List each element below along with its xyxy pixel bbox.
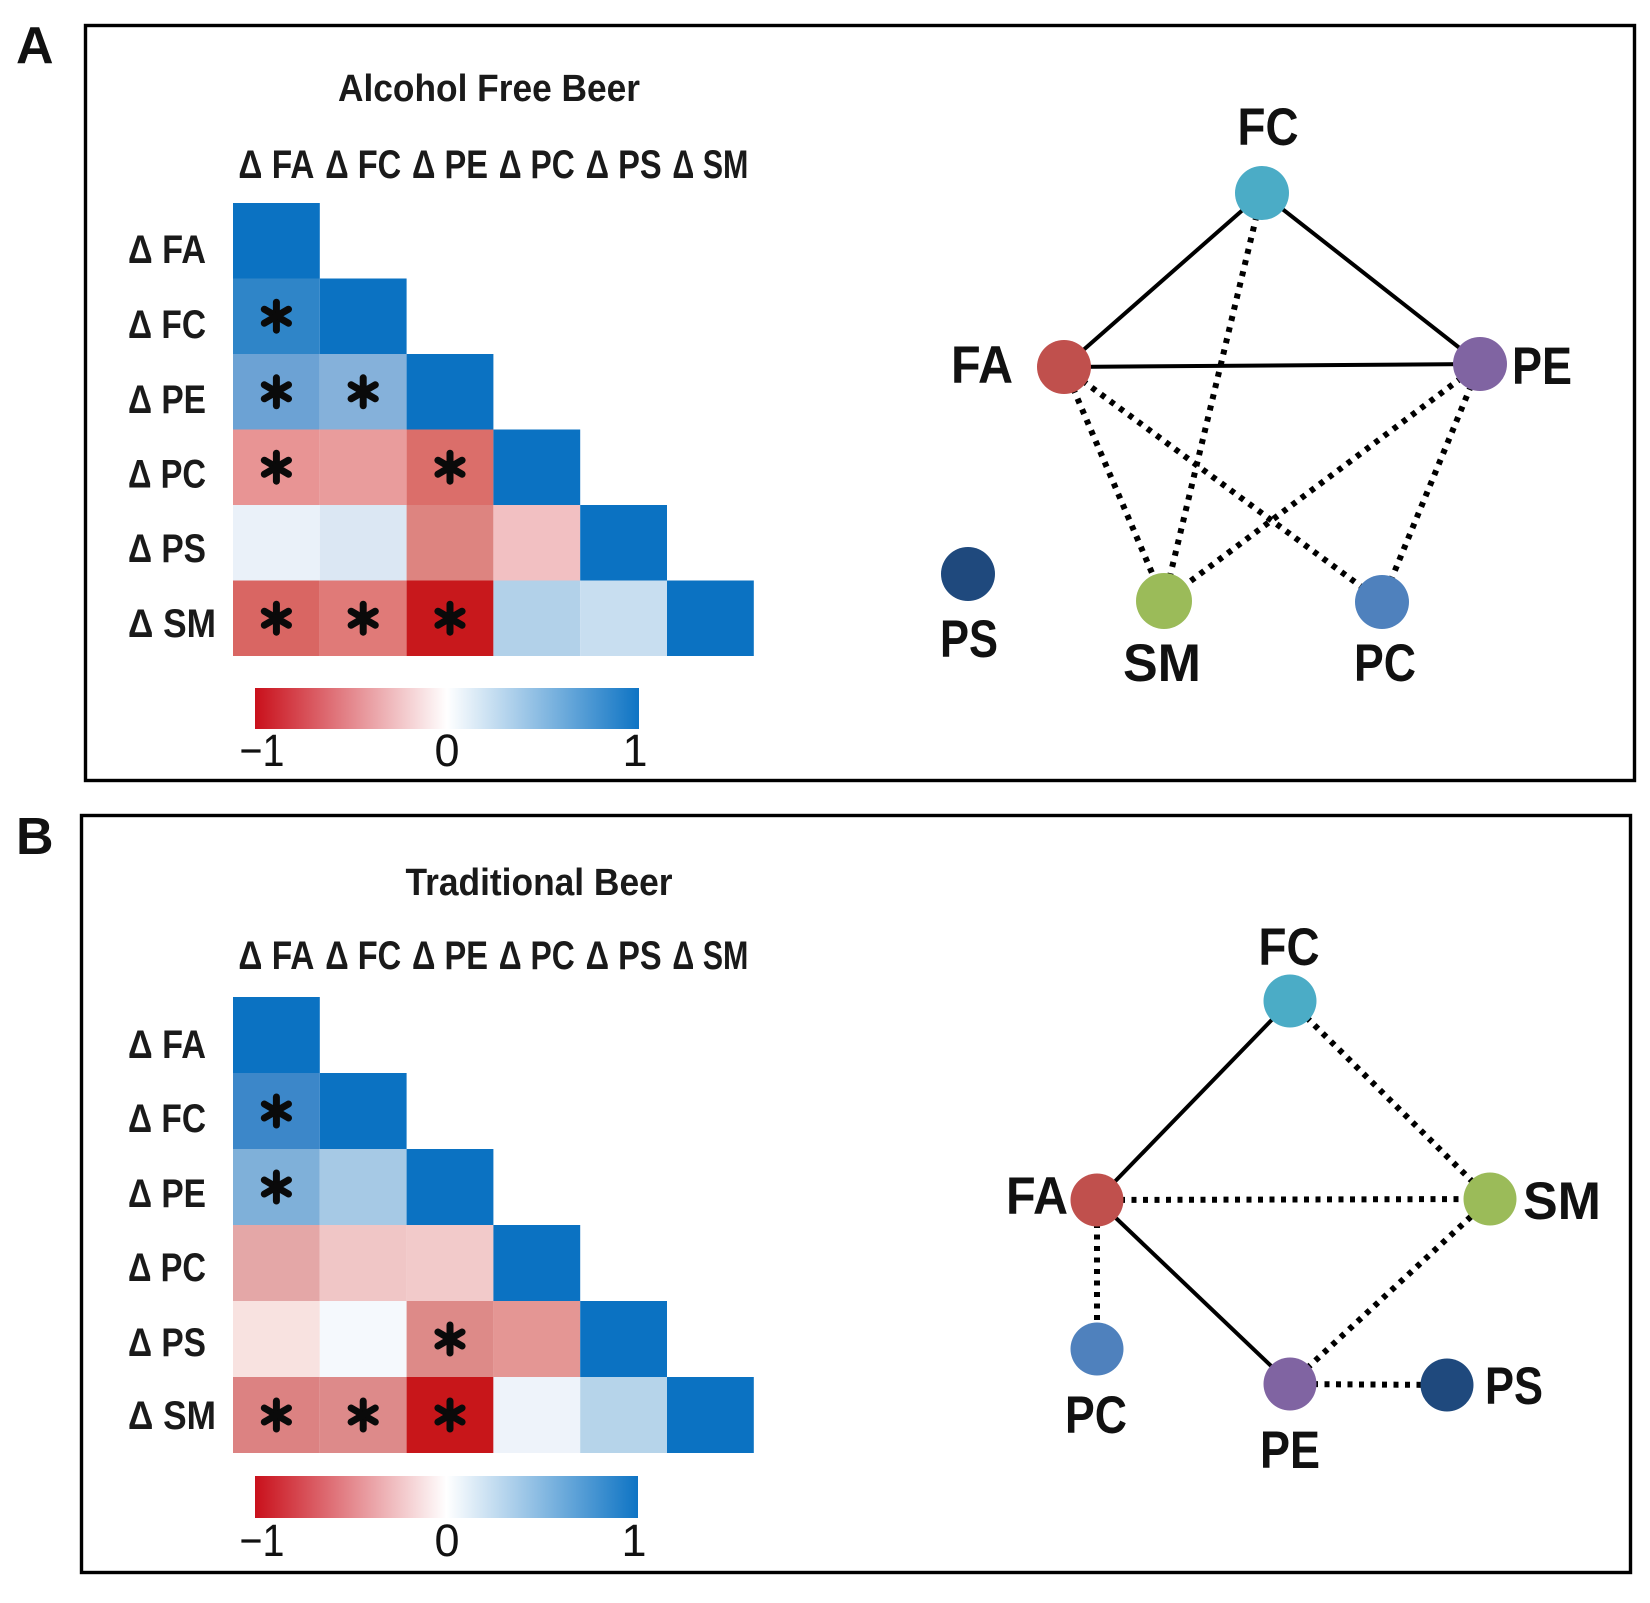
svg-text:Alcohol Free Beer: Alcohol Free Beer	[338, 68, 640, 110]
svg-text:Δ FC: Δ FC	[325, 143, 401, 187]
svg-text:PS: PS	[1485, 1357, 1543, 1416]
svg-text:0: 0	[434, 725, 459, 776]
svg-text:Δ SM: Δ SM	[128, 1394, 216, 1438]
svg-text:Δ SM: Δ SM	[128, 602, 216, 646]
svg-text:Δ PS: Δ PS	[586, 934, 662, 978]
svg-text:1: 1	[622, 725, 647, 776]
svg-text:FC: FC	[1259, 918, 1320, 977]
svg-text:PE: PE	[1512, 337, 1572, 396]
svg-text:Traditional Beer: Traditional Beer	[406, 862, 673, 904]
svg-text:Δ FA: Δ FA	[128, 1023, 206, 1067]
svg-text:B: B	[16, 808, 54, 866]
svg-text:Δ FC: Δ FC	[128, 303, 206, 347]
svg-text:−1: −1	[240, 1515, 285, 1566]
svg-text:FA: FA	[951, 336, 1013, 395]
svg-text:Δ FC: Δ FC	[128, 1097, 206, 1141]
svg-text:Δ FA: Δ FA	[128, 228, 206, 272]
svg-text:Δ PE: Δ PE	[412, 143, 488, 187]
svg-text:Δ PS: Δ PS	[128, 1321, 206, 1365]
svg-text:PC: PC	[1354, 634, 1416, 693]
svg-text:Δ PC: Δ PC	[499, 143, 575, 187]
svg-text:Δ PS: Δ PS	[586, 143, 662, 187]
svg-text:FC: FC	[1238, 98, 1299, 157]
svg-text:Δ PC: Δ PC	[499, 934, 575, 978]
svg-text:Δ PS: Δ PS	[128, 527, 206, 571]
svg-text:PS: PS	[940, 610, 998, 669]
svg-text:Δ FA: Δ FA	[238, 934, 314, 978]
svg-text:Δ PC: Δ PC	[128, 453, 206, 497]
svg-text:Δ PE: Δ PE	[128, 378, 206, 422]
svg-text:Δ PC: Δ PC	[128, 1246, 206, 1290]
svg-text:1: 1	[621, 1515, 646, 1566]
svg-text:PC: PC	[1065, 1386, 1127, 1445]
svg-text:SM: SM	[1523, 1172, 1601, 1231]
svg-text:Δ SM: Δ SM	[672, 934, 748, 978]
svg-text:Δ FC: Δ FC	[325, 934, 401, 978]
svg-text:Δ SM: Δ SM	[672, 143, 748, 187]
svg-text:0: 0	[434, 1515, 459, 1566]
svg-text:Δ FA: Δ FA	[238, 143, 314, 187]
svg-text:A: A	[16, 17, 54, 75]
svg-text:FA: FA	[1006, 1167, 1068, 1226]
svg-text:Δ PE: Δ PE	[412, 934, 488, 978]
svg-text:SM: SM	[1123, 634, 1201, 693]
svg-text:−1: −1	[240, 725, 285, 776]
svg-text:Δ PE: Δ PE	[128, 1172, 206, 1216]
svg-text:PE: PE	[1260, 1421, 1320, 1480]
